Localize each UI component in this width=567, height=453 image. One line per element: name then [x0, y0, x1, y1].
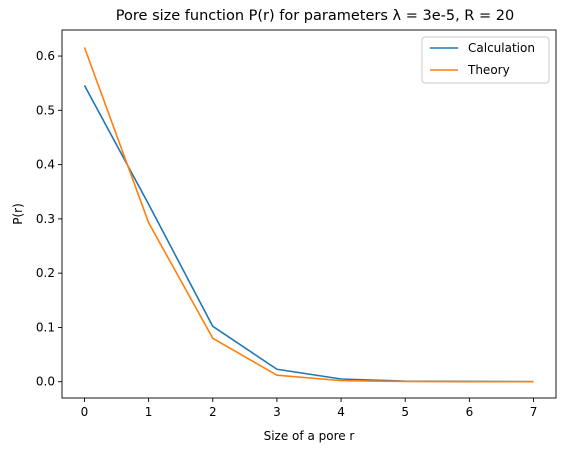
x-tick-label: 4 — [337, 405, 345, 419]
x-tick-label: 7 — [530, 405, 538, 419]
y-tick-label: 0.3 — [36, 212, 55, 226]
y-tick-label: 0.6 — [36, 49, 55, 63]
x-tick-label: 3 — [273, 405, 281, 419]
legend-label-calculation: Calculation — [468, 41, 535, 55]
y-tick-label: 0.2 — [36, 266, 55, 280]
y-tick-label: 0.1 — [36, 320, 55, 334]
x-tick-label: 5 — [401, 405, 409, 419]
x-tick-label: 2 — [209, 405, 217, 419]
x-tick-label: 1 — [145, 405, 153, 419]
x-tick-label: 6 — [466, 405, 474, 419]
y-tick-label: 0.0 — [36, 375, 55, 389]
x-axis-label: Size of a pore r — [264, 429, 355, 443]
plot-area — [62, 30, 556, 398]
y-tick-label: 0.5 — [36, 103, 55, 117]
y-axis-label: P(r) — [11, 203, 25, 225]
y-axis: 0.0 0.1 0.2 0.3 0.4 0.5 0.6 — [36, 49, 62, 389]
chart-title: Pore size function P(r) for parameters λ… — [116, 8, 514, 24]
legend-label-theory: Theory — [467, 63, 510, 77]
x-axis: 0 1 2 3 4 5 6 7 — [81, 398, 538, 419]
legend: Calculation Theory — [422, 37, 549, 83]
y-tick-label: 0.4 — [36, 158, 55, 172]
x-tick-label: 0 — [81, 405, 89, 419]
